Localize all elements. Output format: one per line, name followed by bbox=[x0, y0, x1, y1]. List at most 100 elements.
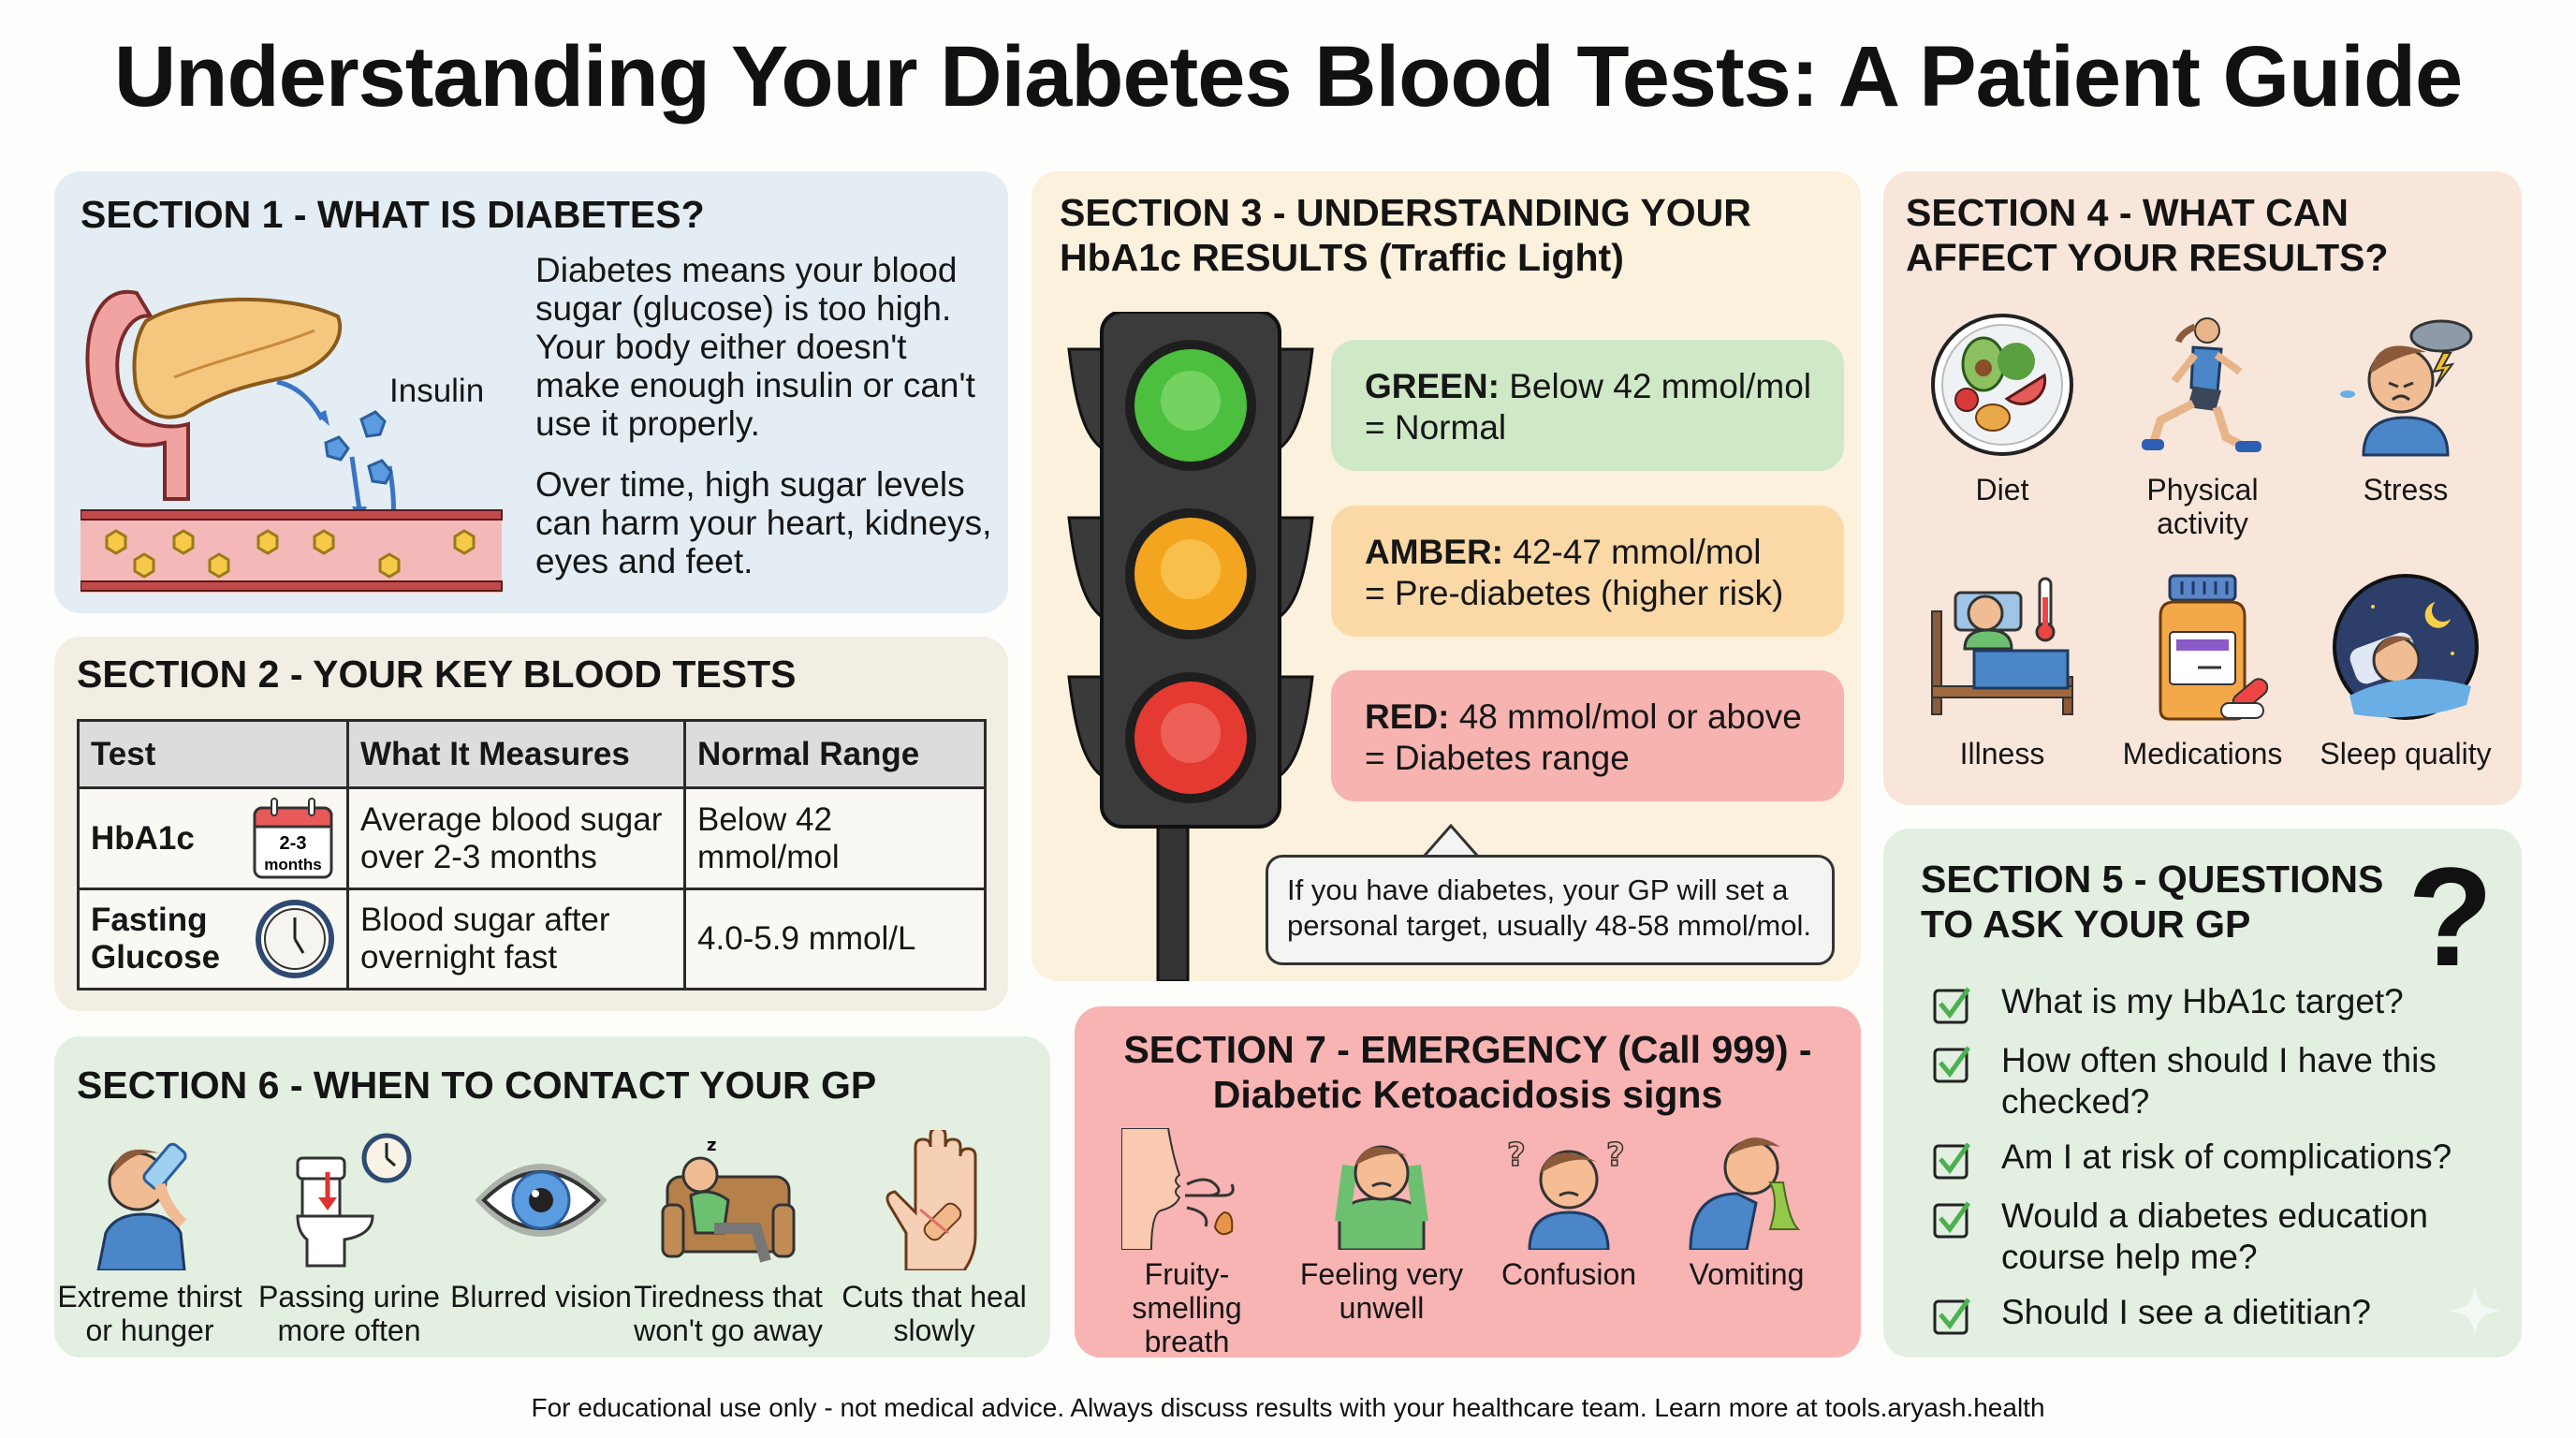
symptom-label: Cuts that heal slowly bbox=[842, 1280, 1027, 1347]
checkbox-checked-icon[interactable] bbox=[1932, 985, 1973, 1026]
factor-label: Medications bbox=[2122, 737, 2283, 770]
personal-target-note: If you have diabetes, your GP will set a… bbox=[1266, 855, 1835, 965]
band-label: GREEN: bbox=[1365, 367, 1500, 405]
list-item[interactable]: Would a diabetes education course help m… bbox=[1932, 1196, 2494, 1278]
checkbox-checked-icon[interactable] bbox=[1932, 1044, 1973, 1085]
measures-cell: Average blood sugar over 2-3 months bbox=[346, 786, 686, 890]
stressed-person-icon bbox=[2340, 319, 2473, 457]
column-header: Normal Range bbox=[683, 719, 987, 789]
question-mark-icon: ? bbox=[2408, 838, 2494, 995]
blurred-eye-icon bbox=[475, 1164, 607, 1237]
sign-confusion: ? ? Confusion bbox=[1475, 1128, 1662, 1291]
symptom-thirst: Extreme thirst or hunger bbox=[47, 1130, 253, 1347]
factor-stress: Stress bbox=[2307, 310, 2504, 506]
section4-heading: SECTION 4 - WHAT CAN AFFECT YOUR RESULTS… bbox=[1906, 191, 2389, 279]
insulin-label: Insulin bbox=[389, 373, 485, 409]
section7-heading-line2: Diabetic Ketoacidosis signs bbox=[1212, 1073, 1723, 1116]
table-header-row: Test What It Measures Normal Range bbox=[77, 719, 987, 789]
sick-in-bed-icon bbox=[1931, 577, 2073, 715]
symptom-urination: Passing urine more often bbox=[246, 1130, 452, 1347]
sleeping-person-icon bbox=[2333, 574, 2479, 720]
section1-paragraph: Diabetes means your blood sugar (glucose… bbox=[535, 251, 975, 443]
question-text: Am I at risk of complications? bbox=[2001, 1137, 2452, 1176]
section-when-to-contact-gp: SECTION 6 - WHEN TO CONTACT YOUR GP Extr… bbox=[54, 1036, 1050, 1357]
band-label: AMBER: bbox=[1365, 533, 1503, 571]
symptom-blurred-vision: Blurred vision bbox=[438, 1130, 644, 1313]
svg-text:months: months bbox=[264, 856, 321, 873]
section5-heading: SECTION 5 - QUESTIONS TO ASK YOUR GP bbox=[1921, 858, 2384, 946]
range-cell: 4.0-5.9 mmol/L bbox=[683, 888, 987, 990]
sign-label: Feeling very unwell bbox=[1299, 1257, 1464, 1325]
factor-diet: Diet bbox=[1904, 310, 2100, 506]
calendar-icon: 2-3 months bbox=[253, 797, 333, 878]
section1-paragraph: Over time, high sugar levels can harm yo… bbox=[535, 465, 992, 580]
factor-illness: Illness bbox=[1904, 574, 2100, 770]
unwell-person-icon bbox=[1335, 1145, 1428, 1250]
sign-label: Confusion bbox=[1500, 1257, 1637, 1291]
symptom-label: Extreme thirst or hunger bbox=[57, 1280, 242, 1347]
band-range: 42-47 mmol/mol bbox=[1513, 533, 1762, 571]
clock-icon bbox=[256, 900, 334, 978]
column-header: Test bbox=[77, 719, 349, 789]
blood-tests-table: Test What It Measures Normal Range HbA1c… bbox=[77, 719, 987, 990]
table-row: Fasting Glucose Blood sugar after overni… bbox=[77, 888, 987, 990]
toilet-clock-icon bbox=[296, 1133, 412, 1268]
page-title: Understanding Your Diabetes Blood Tests:… bbox=[113, 29, 2463, 125]
band-meaning: = Pre-diabetes (higher risk) bbox=[1365, 574, 1784, 612]
list-item[interactable]: Am I at risk of complications? bbox=[1932, 1137, 2494, 1181]
hand-bandage-icon bbox=[886, 1130, 977, 1270]
symptom-tiredness: z Tiredness that won't go away bbox=[625, 1130, 831, 1347]
symptom-label: Passing urine more often bbox=[258, 1280, 440, 1347]
symptom-label: Blurred vision bbox=[450, 1280, 632, 1313]
band-meaning: = Diabetes range bbox=[1365, 739, 1630, 777]
band-range: Below 42 mmol/mol bbox=[1509, 367, 1812, 405]
band-range: 48 mmol/mol or above bbox=[1458, 697, 1802, 736]
section-emergency-dka: SECTION 7 - EMERGENCY (Call 999) - Diabe… bbox=[1075, 1006, 1861, 1358]
sign-vomiting: Vomiting bbox=[1653, 1128, 1840, 1291]
list-item[interactable]: What is my HbA1c target? bbox=[1932, 981, 2494, 1026]
food-plate-icon bbox=[1931, 314, 2073, 456]
vomiting-person-icon bbox=[1689, 1137, 1801, 1250]
test-name: HbA1c bbox=[91, 819, 195, 857]
sign-label: Fruity-smelling breath bbox=[1132, 1257, 1242, 1358]
section3-heading: SECTION 3 - UNDERSTANDING YOUR HbA1c RES… bbox=[1060, 191, 1751, 279]
checkbox-checked-icon[interactable] bbox=[1932, 1296, 1973, 1337]
factor-medications: Medications bbox=[2104, 574, 2301, 770]
question-text: Would a diabetes education course help m… bbox=[2001, 1196, 2428, 1276]
column-header: What It Measures bbox=[346, 719, 686, 789]
list-item[interactable]: Should I see a dietitian? bbox=[1932, 1292, 2494, 1337]
range-cell: Below 42 mmol/mol bbox=[683, 786, 987, 890]
checkbox-checked-icon[interactable] bbox=[1932, 1140, 1973, 1181]
section-hba1c-traffic-light: SECTION 3 - UNDERSTANDING YOUR HbA1c RES… bbox=[1032, 171, 1861, 981]
list-item[interactable]: How often should I have this checked? bbox=[1932, 1040, 2494, 1123]
svg-text:?: ? bbox=[1606, 1137, 1625, 1174]
questions-list: What is my HbA1c target? How often shoul… bbox=[1932, 981, 2494, 1351]
sparkle-icon bbox=[2447, 1283, 2503, 1339]
sign-feeling-unwell: Feeling very unwell bbox=[1288, 1128, 1475, 1325]
measures-cell: Blood sugar after overnight fast bbox=[346, 888, 686, 990]
section7-heading: SECTION 7 - EMERGENCY (Call 999) - Diabe… bbox=[1075, 1027, 1861, 1117]
sign-fruity-breath: Fruity-smelling breath bbox=[1093, 1128, 1281, 1358]
table-row: HbA1c 2-3 months Average blood sugar ove… bbox=[77, 786, 987, 890]
traffic-light-icon bbox=[1067, 312, 1314, 981]
amber-band: AMBER: 42-47 mmol/mol = Pre-diabetes (hi… bbox=[1331, 506, 1844, 637]
svg-text:?: ? bbox=[1507, 1137, 1526, 1174]
section1-body: Diabetes means your blood sugar (glucose… bbox=[535, 251, 994, 580]
symptom-label: Tiredness that won't go away bbox=[634, 1280, 823, 1347]
factor-label: Physical activity bbox=[2146, 473, 2259, 540]
green-band: GREEN: Below 42 mmol/mol = Normal bbox=[1331, 340, 1844, 471]
section-questions-for-gp: SECTION 5 - QUESTIONS TO ASK YOUR GP ? W… bbox=[1883, 829, 2522, 1357]
question-text: How often should I have this checked? bbox=[2001, 1041, 2437, 1121]
section2-heading: SECTION 2 - YOUR KEY BLOOD TESTS bbox=[77, 653, 797, 696]
section1-heading: SECTION 1 - WHAT IS DIABETES? bbox=[80, 193, 705, 236]
factor-label: Illness bbox=[1959, 737, 2045, 770]
svg-text:z: z bbox=[707, 1136, 716, 1155]
drinking-water-icon bbox=[96, 1142, 187, 1270]
pill-bottle-icon bbox=[2159, 574, 2269, 721]
factor-label: Stress bbox=[2363, 473, 2449, 506]
confused-person-icon: ? ? bbox=[1506, 1136, 1625, 1250]
band-label: RED: bbox=[1365, 697, 1450, 736]
sign-label: Vomiting bbox=[1689, 1257, 1805, 1291]
checkbox-checked-icon[interactable] bbox=[1932, 1199, 1973, 1240]
section6-heading: SECTION 6 - WHEN TO CONTACT YOUR GP bbox=[77, 1064, 877, 1107]
